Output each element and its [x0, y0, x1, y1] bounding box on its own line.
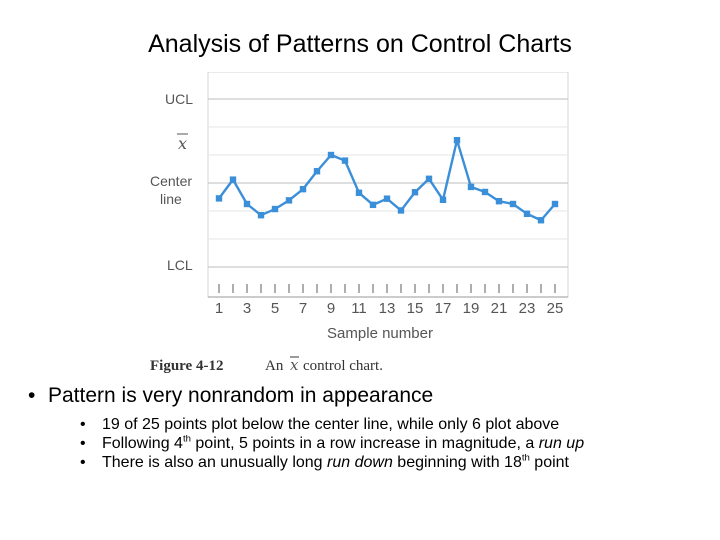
data-point: [425, 175, 433, 182]
figure-caption-rest: control chart.: [303, 358, 383, 374]
data-point: [257, 212, 265, 219]
x-tick-label: 23: [519, 300, 536, 317]
series-points: [215, 136, 559, 224]
sub-bullet-3-text: There is also an unusually long run down…: [102, 452, 569, 471]
data-point: [411, 189, 419, 196]
center-line-label-2: line: [160, 191, 182, 207]
data-point: [467, 183, 475, 191]
chart-grid: [207, 72, 569, 298]
sub-bullet-2: • Following 4th point, 5 points in a row…: [80, 433, 708, 453]
data-point: [327, 151, 335, 159]
x-axis-label: Sample number: [327, 325, 433, 342]
sub-bullet-3: • There is also an unusually long run do…: [80, 452, 708, 472]
data-point: [439, 196, 447, 203]
x-tick-label: 15: [407, 300, 424, 317]
x-tick-label: 7: [299, 300, 307, 317]
bullet-dot: •: [80, 416, 86, 433]
data-point: [383, 195, 391, 202]
data-point: [229, 176, 237, 183]
x-tick-label: 5: [271, 300, 279, 317]
x-axis-ticks: [208, 284, 568, 298]
data-point: [481, 188, 489, 196]
bullet-dot: •: [80, 435, 86, 452]
data-point: [271, 205, 279, 213]
x-tick-label: 3: [243, 300, 251, 317]
sub-bullet-1: • 19 of 25 points plot below the center …: [80, 416, 708, 434]
ucl-label: UCL: [165, 91, 193, 107]
data-point: [537, 217, 545, 224]
lcl-label: LCL: [167, 257, 193, 273]
data-point: [509, 200, 517, 208]
data-point: [355, 189, 363, 196]
data-point: [495, 198, 503, 205]
series-polyline: [218, 138, 556, 222]
bullet-dot: •: [80, 454, 86, 471]
x-tick-label: 17: [435, 300, 452, 317]
x-tick-label: 11: [351, 300, 367, 317]
x-tick-label: 13: [379, 300, 396, 317]
sub-bullet-2-text: Following 4th point, 5 points in a row i…: [102, 433, 585, 452]
data-point: [341, 157, 349, 164]
bullet-list: • Pattern is very nonrandom in appearanc…: [28, 384, 708, 473]
data-point: [453, 136, 461, 144]
sub-bullet-1-text: 19 of 25 points plot below the center li…: [102, 416, 560, 433]
figure-caption-text: An: [265, 358, 284, 374]
x-tick-label: 19: [463, 300, 480, 317]
data-point: [523, 210, 531, 217]
figure-caption-symbol: x: [290, 356, 299, 374]
data-point: [397, 207, 405, 214]
plot-frame: [207, 72, 569, 298]
x-tick-label: 21: [491, 300, 508, 317]
xbar-label: x: [178, 134, 187, 153]
bullet-main: • Pattern is very nonrandom in appearanc…: [28, 384, 708, 408]
x-tick-label: 1: [215, 300, 223, 317]
x-tick-labels: 1 3 5 7 9 11 13 15 17 19 21 23 25: [215, 300, 564, 317]
data-point: [285, 197, 293, 204]
center-line-label-1: Center: [150, 173, 192, 189]
bullet-dot: •: [28, 384, 36, 407]
figure-label: Figure 4-12: [150, 358, 223, 374]
data-point: [369, 201, 377, 209]
control-chart: UCL x Center line LCL 1 3 5 7 9 11 13 15 17 19 21 2…: [150, 72, 569, 374]
x-tick-label: 9: [327, 300, 335, 317]
data-point: [551, 200, 559, 208]
series-line: [218, 138, 556, 222]
data-point: [243, 200, 251, 208]
x-tick-label: 25: [547, 300, 564, 317]
data-point: [313, 168, 321, 175]
bullet-main-text: Pattern is very nonrandom in appearance: [48, 384, 434, 407]
data-point: [299, 185, 307, 193]
data-point: [215, 195, 223, 202]
slide-title: Analysis of Patterns on Control Charts: [148, 30, 572, 58]
